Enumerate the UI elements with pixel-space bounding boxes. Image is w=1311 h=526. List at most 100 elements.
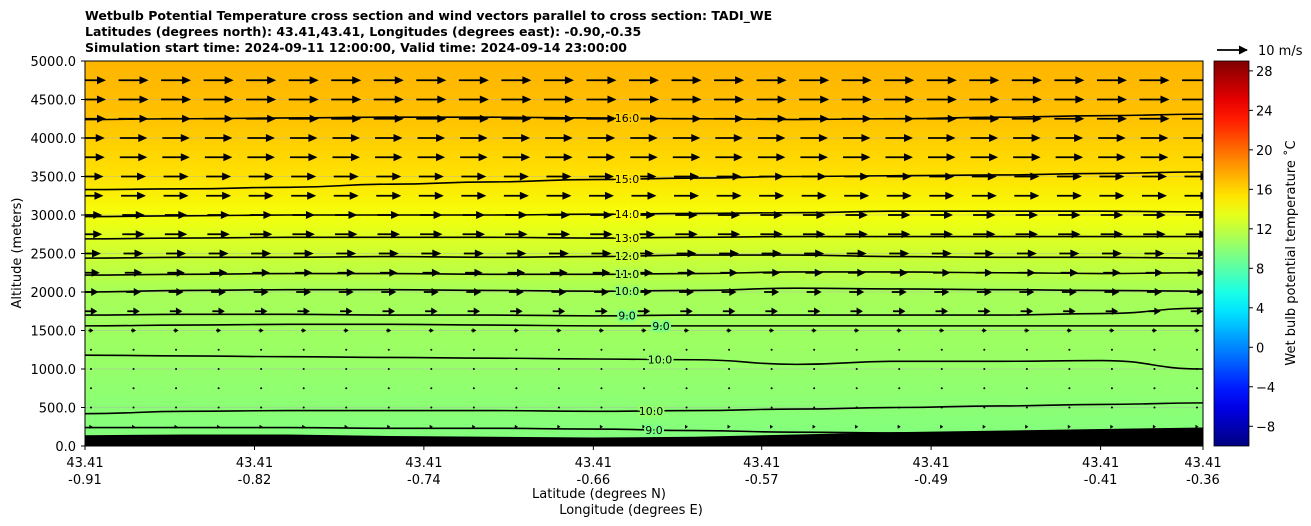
- wind-vector: [757, 153, 786, 162]
- wind-vector: [249, 211, 273, 219]
- wind-vector: [770, 424, 774, 429]
- wind-vector: [378, 249, 399, 258]
- wind-vector: [546, 191, 572, 200]
- wind-vector: [1152, 424, 1156, 429]
- wind-vector: [1139, 95, 1170, 104]
- wind-vector: [288, 76, 319, 85]
- contour-label: 10.0: [615, 285, 640, 298]
- wind-vector: [515, 368, 518, 370]
- wind-vector: [90, 387, 92, 390]
- wind-vector: [175, 387, 178, 390]
- wind-vector: [166, 249, 187, 258]
- terrain-fill: [85, 427, 1203, 446]
- wind-vector: [85, 172, 104, 181]
- wind-vector: [587, 153, 616, 162]
- wind-vector: [209, 268, 228, 277]
- wind-vector: [973, 211, 996, 219]
- wind-vector: [726, 328, 732, 333]
- wind-vector: [333, 172, 359, 181]
- contour-line: [85, 235, 1203, 240]
- wind-vector: [557, 424, 561, 429]
- wind-vector: [978, 307, 991, 315]
- wind-vector: [1143, 211, 1166, 219]
- wind-vector: [1109, 328, 1115, 333]
- x-tick-label-lon: -0.49: [914, 473, 948, 488]
- wind-vector: [933, 268, 951, 277]
- wind-vector: [292, 230, 315, 239]
- wind-vector: [971, 191, 997, 200]
- wind-vector: [717, 211, 741, 219]
- wind-vector: [629, 76, 659, 85]
- wind-vector: [716, 172, 742, 181]
- wind-vector: [217, 387, 220, 390]
- wind-vector: [855, 406, 858, 409]
- wind-vector: [501, 114, 532, 123]
- wind-vector: [85, 249, 101, 258]
- wind-vector: [1059, 249, 1080, 258]
- x-tick-label-lat: 43.41: [66, 456, 103, 471]
- wind-vector: [1184, 191, 1203, 200]
- wind-vector: [373, 95, 404, 104]
- wind-vector: [386, 328, 392, 333]
- wind-vector: [1140, 134, 1169, 142]
- wind-vector: [458, 114, 489, 123]
- colorbar-tick-label: 4: [1256, 302, 1264, 317]
- wind-vector: [1058, 211, 1081, 219]
- wind-vector: [119, 134, 148, 142]
- wind-vector: [429, 424, 433, 429]
- wind-vector: [204, 134, 233, 142]
- wind-vector: [472, 387, 475, 390]
- wind-vector: [344, 424, 348, 429]
- wind-vector: [206, 191, 232, 200]
- wind-vector: [1194, 328, 1200, 333]
- wind-vector: [940, 348, 943, 351]
- contour-label: 10.0: [648, 353, 673, 366]
- wind-vector: [85, 230, 103, 239]
- wind-vector: [430, 368, 433, 370]
- wind-vector: [460, 134, 488, 142]
- wind-vector: [164, 230, 188, 239]
- wind-vector: [885, 134, 913, 142]
- wind-vector: [769, 328, 775, 333]
- wind-vector: [886, 172, 912, 181]
- wind-vector: [841, 76, 872, 85]
- wind-vector: [1015, 211, 1039, 219]
- wind-vector: [501, 95, 532, 104]
- wind-vector: [206, 172, 232, 181]
- wind-vector: [502, 153, 531, 162]
- wind-vector: [801, 172, 827, 181]
- wind-vector: [430, 348, 433, 351]
- wind-vector: [85, 288, 99, 296]
- wind-vector: [162, 134, 190, 142]
- wind-vector: [760, 211, 783, 219]
- wind-vector: [586, 76, 617, 85]
- wind-vector: [458, 76, 489, 85]
- wind-vector: [162, 153, 190, 162]
- wind-vector: [1110, 348, 1113, 351]
- wind-vector: [983, 387, 986, 390]
- wind-vector: [249, 230, 273, 239]
- wind-vector: [761, 249, 782, 258]
- wind-vector: [302, 348, 305, 351]
- wind-vector: [1068, 368, 1071, 370]
- wind-vector: [887, 211, 911, 219]
- wind-vector: [674, 172, 700, 181]
- wind-vector: [375, 134, 403, 142]
- wind-vector: [118, 76, 149, 85]
- wind-vector: [543, 114, 574, 123]
- wind-vector: [727, 424, 731, 429]
- wind-vector: [636, 288, 652, 296]
- wind-vector: [289, 134, 318, 142]
- wind-vector: [334, 230, 358, 239]
- wind-vector: [85, 95, 106, 104]
- wind-vector: [629, 95, 659, 104]
- wind-vector: [1014, 191, 1040, 200]
- wind-vector: [1066, 328, 1072, 333]
- wind-vector: [169, 307, 183, 315]
- wind-vector: [333, 191, 359, 200]
- contour-line: [85, 307, 1203, 317]
- wind-vector: [302, 368, 305, 370]
- wind-vector: [855, 348, 858, 351]
- wind-vector: [217, 406, 220, 409]
- wind-vector: [302, 406, 305, 409]
